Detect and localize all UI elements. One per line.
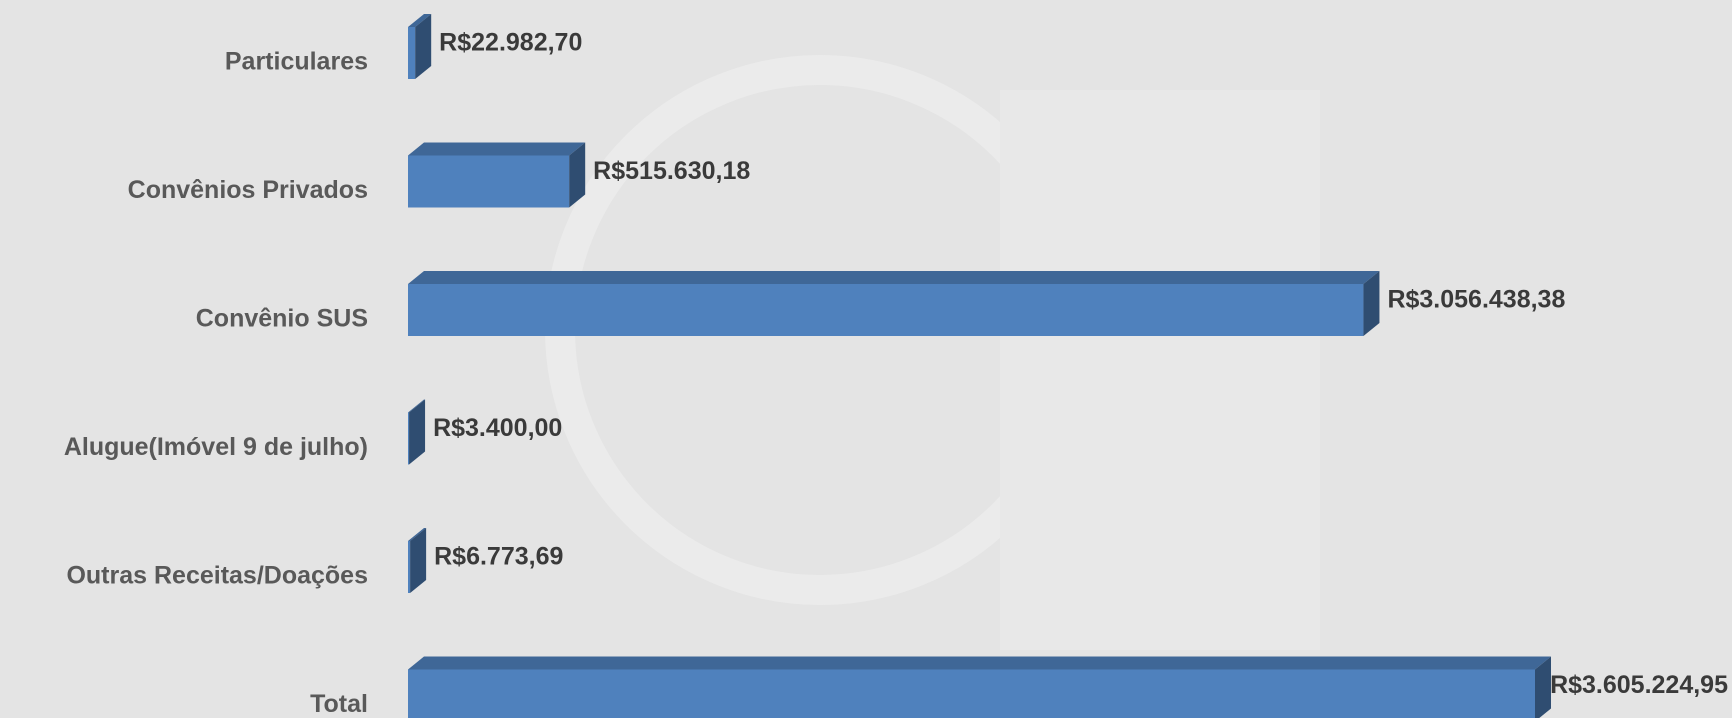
bar [408,143,585,208]
bar-front [408,413,409,465]
value-label: R$515.630,18 [593,157,750,185]
bar-top [408,271,1379,284]
bar-front [408,284,1363,336]
page: {"chart_data": {"type": "bar3d_horizonta… [0,0,1732,718]
background [0,0,1732,718]
category-label: Particulares [225,48,368,76]
value-label: R$3.400,00 [433,414,562,442]
category-label: Outras Receitas/Doações [66,562,368,590]
chart: Particulares R$22.982,70 Convênios Privado… [0,0,1732,718]
value-label: R$6.773,69 [434,543,563,571]
bar-front [408,156,569,208]
value-label: R$3.056.438,38 [1387,286,1565,314]
bar-top [408,143,585,156]
value-label: R$3.605.224,95 [1550,671,1728,699]
bar [408,271,1379,336]
category-label: Total [310,690,368,718]
bar [408,657,1551,718]
bar-front [408,670,1535,718]
category-label: Convênio SUS [196,305,368,333]
bar-front [408,27,415,79]
bar-front [408,541,410,593]
bar-top [408,657,1551,670]
value-label: R$22.982,70 [439,29,582,57]
category-label: Convênios Privados [128,176,368,204]
category-label: Alugue(Imóvel 9 de julho) [64,433,368,461]
